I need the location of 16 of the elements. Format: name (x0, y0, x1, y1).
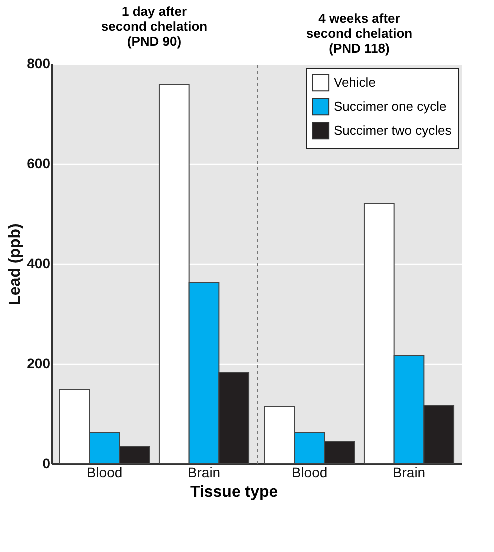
x-axis-title: Tissue type (190, 484, 278, 501)
legend-label: Succimer one cycle (334, 99, 447, 114)
x-tick-label: Brain (188, 464, 221, 480)
x-tick-label: Brain (392, 464, 426, 480)
y-tick-label: 200 (27, 356, 51, 372)
y-axis-title: Lead (ppb) (7, 224, 24, 306)
y-tick-label: 400 (27, 256, 51, 272)
chart-title: 1 day after second chelation (PND 90) (101, 4, 208, 49)
y-tick-label: 600 (27, 156, 51, 172)
y-tick-label: 0 (42, 456, 51, 472)
y-tick-label: 800 (27, 56, 51, 72)
legend-label: Vehicle (334, 75, 376, 90)
x-tick-label: Blood (86, 464, 123, 480)
x-tick-label: Blood (292, 464, 328, 480)
legend-label: Succimer two cycles (334, 123, 452, 138)
chart-title: 4 weeks after second chelation (PND 118) (306, 11, 413, 56)
